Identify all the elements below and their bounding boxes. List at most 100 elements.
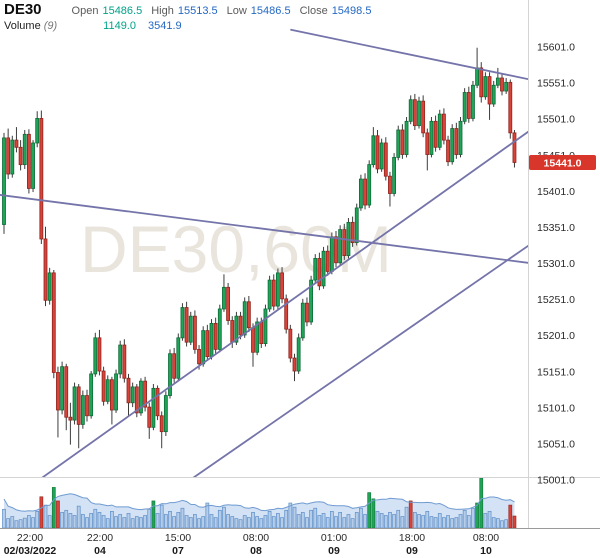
- volume-bar: [80, 514, 85, 528]
- bear-candle: [375, 135, 380, 170]
- volume-bar: [300, 512, 305, 528]
- bear-candle: [441, 113, 446, 141]
- bull-candle: [168, 353, 172, 396]
- bear-candle: [479, 67, 484, 98]
- descending-trendline-top[interactable]: [290, 28, 543, 83]
- volume-bar: [126, 513, 131, 528]
- price-axis-label: 15551.0: [537, 78, 575, 90]
- bear-candle: [56, 372, 60, 411]
- bull-candle: [367, 164, 372, 206]
- bear-candle: [421, 100, 426, 134]
- bull-candle: [47, 272, 52, 301]
- bear-candle: [110, 379, 114, 411]
- volume-bar: [454, 517, 459, 528]
- volume-bar: [10, 516, 15, 528]
- bull-candle: [2, 137, 6, 225]
- volume-bar: [14, 520, 19, 528]
- indicator-value-1: 1149.0: [103, 20, 136, 32]
- volume-bar: [35, 511, 40, 528]
- time-tick-label: 08:00: [473, 532, 499, 544]
- bull-candle: [371, 135, 376, 166]
- volume-bar: [413, 512, 417, 528]
- bear-candle: [342, 229, 347, 256]
- volume-bar: [68, 513, 73, 528]
- volume-bar: [491, 517, 496, 528]
- volume-bar: [155, 513, 160, 528]
- volume-bar: [6, 518, 11, 528]
- time-tick-label: 22:00: [17, 532, 43, 544]
- price-axis-label: 15001.0: [537, 475, 575, 487]
- volume-bar: [2, 508, 6, 528]
- bull-candle: [201, 330, 206, 365]
- volume-bar: [500, 520, 504, 528]
- bear-candle: [159, 415, 164, 433]
- volume-bar: [325, 517, 330, 528]
- bear-candle: [147, 406, 152, 428]
- volume-bar: [383, 515, 388, 528]
- bull-candle: [309, 279, 314, 323]
- bear-candle: [446, 139, 450, 163]
- current-price-label: 15441.0: [544, 157, 582, 169]
- ohlc-close: Close 15498.5: [299, 5, 372, 17]
- bear-candle: [284, 298, 289, 330]
- indicator-row: Volume (9) 1149.0 3541.9: [4, 19, 380, 34]
- ohlc-row: DE30 Open 15486.5 High 15513.5 Low 15486.5 …: [4, 2, 380, 19]
- bull-candle: [22, 133, 27, 166]
- volume-bar: [496, 518, 500, 528]
- bull-candle: [296, 337, 301, 372]
- volume-bar: [321, 513, 326, 528]
- time-tick-label: 18:00: [399, 532, 425, 544]
- bear-candle: [425, 132, 430, 155]
- volume-bar: [433, 517, 438, 528]
- bear-candle: [205, 330, 210, 357]
- date-tick-label: 02/03/2022: [4, 545, 57, 557]
- volume-bar: [247, 517, 251, 528]
- volume-bar: [201, 516, 206, 528]
- volume-bar: [271, 516, 276, 528]
- bear-candle: [500, 77, 504, 92]
- bull-candle: [209, 322, 214, 357]
- bull-candle: [105, 379, 110, 402]
- volume-ma-line: [3, 493, 515, 512]
- bear-candle: [76, 386, 81, 425]
- ascending-trendline-main[interactable]: [25, 112, 556, 490]
- bull-candle: [462, 92, 467, 122]
- price-pane[interactable]: [0, 28, 600, 529]
- time-tick-label: 01:00: [321, 532, 347, 544]
- bull-candle: [358, 178, 363, 209]
- volume-bar: [230, 516, 235, 528]
- volume-bar: [197, 518, 201, 528]
- bear-candle: [412, 99, 417, 127]
- volume-bar: [242, 515, 247, 528]
- time-axis[interactable]: 22:0002/03/202222:000415:000708:000801:0…: [4, 532, 500, 557]
- bull-candle: [263, 308, 268, 345]
- volume-bar: [305, 517, 309, 528]
- volume-bar: [226, 514, 230, 528]
- bull-candle: [437, 113, 442, 148]
- volume-bar: [168, 511, 172, 528]
- volume-bar: [51, 487, 56, 528]
- volume-bar: [284, 509, 289, 528]
- volume-pane[interactable]: [2, 478, 517, 528]
- bear-candle: [184, 307, 189, 343]
- date-tick-label: 04: [94, 545, 106, 557]
- volume-bar: [89, 513, 94, 528]
- volume-bar: [64, 509, 69, 528]
- volume-bar: [359, 507, 363, 528]
- bull-candle: [354, 207, 359, 243]
- volume-bar: [205, 502, 210, 528]
- volume-bar: [93, 508, 98, 528]
- volume-bar: [371, 498, 376, 528]
- time-tick-label: 15:00: [165, 532, 191, 544]
- ascending-trendline-lower[interactable]: [120, 195, 600, 528]
- descending-trendline-long[interactable]: [0, 194, 556, 266]
- volume-bar: [292, 506, 297, 528]
- bear-candle: [197, 348, 201, 365]
- bull-candle: [313, 258, 318, 281]
- current-price-badge: [529, 154, 596, 170]
- price-axis[interactable]: 15601.015551.015501.015451.015401.015351…: [529, 42, 596, 487]
- volume-bar: [354, 512, 359, 528]
- bull-candle: [114, 373, 118, 411]
